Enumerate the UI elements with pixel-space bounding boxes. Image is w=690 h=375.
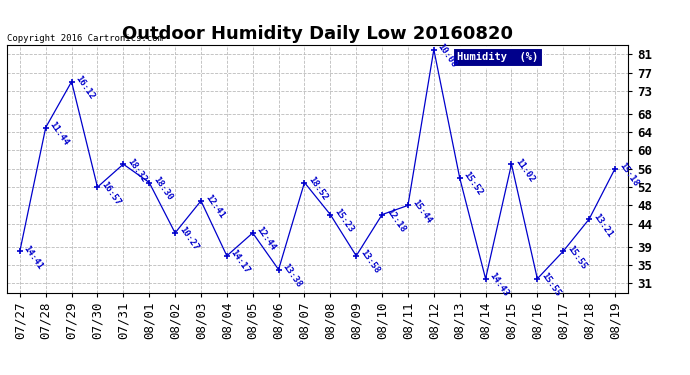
Title: Outdoor Humidity Daily Low 20160820: Outdoor Humidity Daily Low 20160820 xyxy=(122,26,513,44)
Text: Humidity  (%): Humidity (%) xyxy=(457,53,538,63)
Text: 13:58: 13:58 xyxy=(358,248,381,276)
Text: 18:30: 18:30 xyxy=(151,175,174,202)
Text: 10:27: 10:27 xyxy=(177,225,200,253)
Text: 16:57: 16:57 xyxy=(99,180,122,207)
Text: 18:52: 18:52 xyxy=(306,175,329,202)
Text: 10:08: 10:08 xyxy=(436,42,459,69)
Text: 13:38: 13:38 xyxy=(281,262,304,289)
Text: 15:44: 15:44 xyxy=(410,198,433,225)
Text: 14:41: 14:41 xyxy=(22,244,45,271)
Text: Copyright 2016 Cartronics.com: Copyright 2016 Cartronics.com xyxy=(7,33,163,42)
Text: 11:02: 11:02 xyxy=(513,157,536,184)
Text: 14:43: 14:43 xyxy=(488,271,511,298)
Text: 14:17: 14:17 xyxy=(229,248,252,276)
Text: 15:18: 15:18 xyxy=(617,161,640,189)
Text: 15:52: 15:52 xyxy=(462,171,484,198)
Text: 16:12: 16:12 xyxy=(74,74,97,101)
Text: 11:44: 11:44 xyxy=(48,120,70,147)
Text: 18:32: 18:32 xyxy=(126,157,148,184)
Text: 12:44: 12:44 xyxy=(255,225,277,253)
Text: 15:55: 15:55 xyxy=(565,244,588,271)
Text: 15:55: 15:55 xyxy=(540,271,562,298)
Text: 12:18: 12:18 xyxy=(384,207,407,234)
Text: 13:21: 13:21 xyxy=(591,212,614,239)
Text: 12:41: 12:41 xyxy=(203,194,226,220)
Text: 15:23: 15:23 xyxy=(333,207,355,234)
